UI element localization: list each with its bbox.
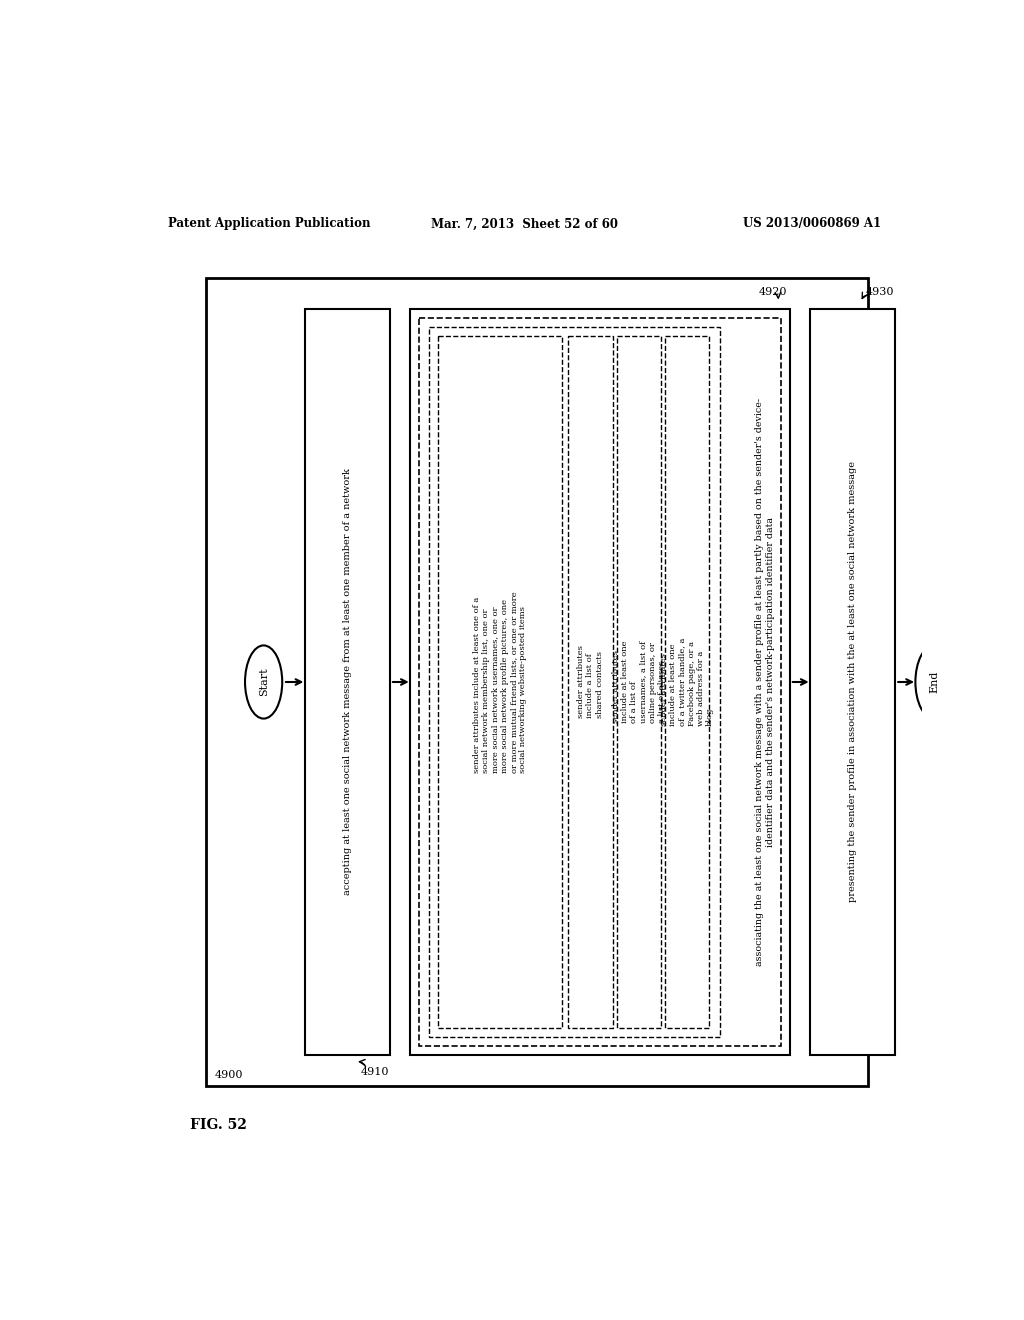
Bar: [206, 277, 868, 1086]
Text: sender attributes include at least one of a
social network membership list, one : sender attributes include at least one o…: [473, 591, 527, 772]
Text: 4900: 4900: [215, 1069, 244, 1080]
Text: 4920: 4920: [759, 286, 787, 297]
Text: Start: Start: [259, 668, 268, 697]
Bar: [410, 309, 790, 1056]
Text: 5206: 5206: [618, 1010, 628, 1034]
Text: sender attributes
include at least one
of a twitter handle, a
Facebook page, or : sender attributes include at least one o…: [660, 638, 714, 726]
Text: 5202: 5202: [439, 1010, 449, 1034]
Bar: [568, 337, 612, 1028]
Text: 5200 associating the at least one social network message with a set of sender at: 5200 associating the at least one social…: [691, 438, 711, 925]
Bar: [305, 309, 390, 1056]
Text: presenting the sender profile in association with the at least one social networ: presenting the sender profile in associa…: [848, 462, 857, 903]
Text: US 2013/0060869 A1: US 2013/0060869 A1: [743, 218, 882, 231]
Text: End: End: [929, 671, 939, 693]
Text: sender attributes
include at least one
of a list of
usernames, a list of
online : sender attributes include at least one o…: [611, 640, 666, 723]
Ellipse shape: [245, 645, 283, 718]
Text: Patent Application Publication: Patent Application Publication: [168, 218, 371, 231]
Text: Mar. 7, 2013  Sheet 52 of 60: Mar. 7, 2013 Sheet 52 of 60: [431, 218, 618, 231]
Text: 4910: 4910: [360, 1068, 389, 1077]
Text: 4930: 4930: [865, 286, 894, 297]
Ellipse shape: [915, 645, 952, 718]
Bar: [810, 309, 895, 1056]
Text: FIG. 52: FIG. 52: [190, 1118, 247, 1131]
Bar: [665, 337, 710, 1028]
Text: sender attributes
include a list of
shared contacts: sender attributes include a list of shar…: [578, 645, 603, 718]
Bar: [616, 337, 660, 1028]
Text: 5204: 5204: [570, 1010, 579, 1034]
Text: 5208: 5208: [667, 1010, 676, 1034]
Bar: [420, 318, 780, 1047]
Text: associating the at least one social network message with a sender profile at lea: associating the at least one social netw…: [756, 397, 775, 966]
Bar: [429, 327, 720, 1038]
Bar: [438, 337, 562, 1028]
Text: accepting at least one social network message from at least one member of a netw: accepting at least one social network me…: [343, 469, 352, 895]
